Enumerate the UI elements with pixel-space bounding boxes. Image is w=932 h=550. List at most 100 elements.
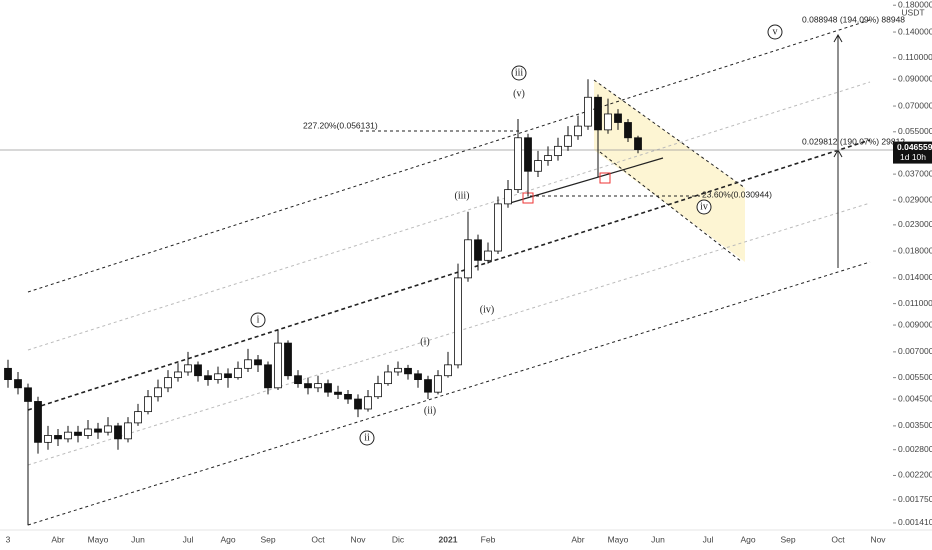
candle-body: [514, 137, 522, 191]
y-tick-label: 0.023000: [898, 219, 932, 229]
marker-box: [599, 172, 611, 184]
wave-circle: [511, 65, 527, 81]
y-tick-label: 0.037000: [898, 168, 932, 178]
y-tick-label: 0.180000: [898, 0, 932, 9]
fib-label: 0.029812 (190.07%) 29812: [802, 136, 905, 146]
candle-body: [314, 383, 322, 389]
candle-body: [104, 425, 112, 433]
candle-body: [494, 203, 502, 252]
channel-quarter: [27, 202, 871, 466]
candle-body: [274, 342, 282, 389]
fib-label: 23.60%(0.030944): [702, 189, 772, 199]
x-tick-label: Jun: [131, 534, 145, 544]
candle-body: [564, 135, 572, 147]
candle-body: [624, 122, 632, 139]
candles: [4, 79, 642, 526]
candle-body: [544, 155, 552, 161]
candle-body: [464, 239, 472, 279]
last-price: 0.046559: [897, 142, 932, 152]
candle-body: [604, 113, 612, 131]
x-tick-label: Oct: [311, 534, 325, 544]
candle-body: [334, 391, 342, 395]
drawings: [27, 19, 871, 526]
x-tick-label: Oct: [831, 534, 845, 544]
candle-body: [304, 383, 312, 389]
candle-body: [134, 411, 142, 424]
candle-body: [94, 428, 102, 433]
candle-body: [534, 160, 542, 172]
y-tick-label: 0.011000: [898, 298, 932, 308]
wave-label: v: [773, 26, 778, 37]
wave-label: i: [257, 314, 260, 325]
candle-body: [254, 359, 262, 366]
last-price-box: [893, 141, 932, 164]
candle-body: [74, 431, 82, 436]
x-tick-label: Dic: [392, 534, 405, 544]
channel-middle: [27, 139, 871, 411]
candle-body: [4, 367, 12, 380]
candle-body: [434, 375, 442, 393]
y-tick-label: 0.014000: [898, 272, 932, 282]
candle-body: [424, 379, 432, 393]
candle-body: [384, 371, 392, 385]
x-tick-label: Abr: [571, 534, 584, 544]
candle-body: [294, 375, 302, 385]
candle-body: [244, 359, 252, 369]
y-tick-label: 0.005500: [898, 372, 932, 382]
y-tick-label: 0.110000: [898, 52, 932, 62]
candle-body: [174, 371, 182, 379]
candle-body: [14, 379, 22, 389]
candle-body: [84, 428, 92, 436]
x-tick-label: Jun: [651, 534, 665, 544]
y-tick-label: 0.003500: [898, 420, 932, 430]
candle-body: [454, 277, 462, 366]
x-tick-label: Nov: [350, 534, 366, 544]
x-tick-label: Mayo: [608, 534, 629, 544]
wave-circle: [250, 312, 266, 328]
candle-body: [54, 435, 62, 440]
candle-body: [154, 387, 162, 398]
arrow-head: [833, 33, 843, 43]
y-tick-label: 0.001410: [898, 517, 932, 527]
candle-body: [584, 96, 592, 127]
candle-body: [524, 137, 532, 172]
candle-body: [214, 373, 222, 380]
x-tick-label: Nov: [870, 534, 886, 544]
x-tick-label: 2021: [439, 534, 458, 544]
candle-body: [634, 137, 642, 150]
candle-body: [194, 364, 202, 377]
candle-body: [364, 396, 372, 410]
candle-body: [414, 373, 422, 380]
candle-body: [184, 364, 192, 373]
countdown: 1d 10h: [900, 152, 926, 162]
x-tick-label: Jul: [183, 534, 194, 544]
candle-body: [484, 250, 492, 261]
candle-body: [594, 96, 602, 131]
candle-body: [574, 125, 582, 137]
x-tick-label: Sep: [780, 534, 795, 544]
y-tick-label: 0.018000: [898, 245, 932, 255]
candle-body: [504, 189, 512, 205]
wave-circle: [767, 24, 783, 40]
candle-body: [264, 364, 272, 389]
fib-label: 227.20%(0.056131): [303, 120, 378, 130]
candle-body: [324, 383, 332, 393]
candle-body: [144, 396, 152, 413]
wave-circle: [359, 430, 375, 446]
y-tick-label: 0.007000: [898, 346, 932, 356]
x-tick-label: Mayo: [88, 534, 109, 544]
candle-body: [164, 377, 172, 389]
price-axis: [893, 0, 932, 550]
x-tick-label: Feb: [481, 534, 496, 544]
wave-circle: [696, 199, 712, 215]
x-tick-label: Jul: [703, 534, 714, 544]
wave-label: (i): [420, 336, 429, 347]
candle-body: [614, 113, 622, 123]
x-tick-label: Ago: [740, 534, 755, 544]
x-tick-label: 3: [6, 534, 11, 544]
y-tick-label: 0.070000: [898, 100, 932, 110]
candle-body: [554, 145, 562, 157]
zone-top: [593, 79, 746, 189]
candle-body: [64, 431, 72, 440]
